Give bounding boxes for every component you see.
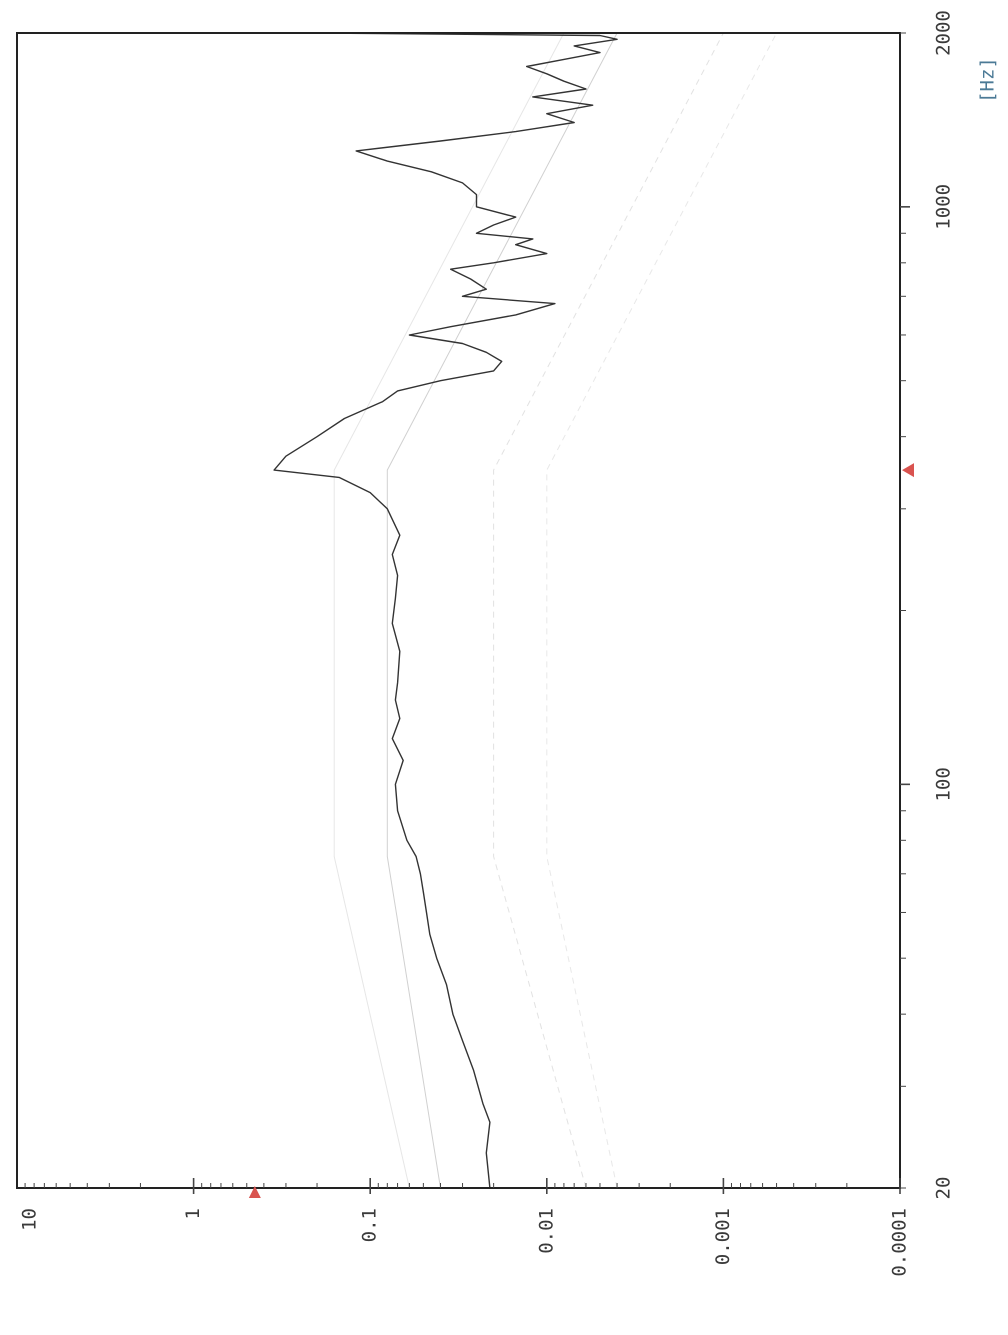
marker-triangle	[902, 463, 914, 478]
x-tick-label: 20	[933, 1177, 955, 1200]
y-tick-label: 0.0001	[889, 1208, 911, 1277]
amplitude-axis-labels: 10 1 0.1 0.01 0.001 0.0001	[19, 1208, 911, 1277]
y-tick-label: 0.1	[359, 1208, 381, 1242]
marker-layer	[248, 463, 914, 1198]
x-tick-label: 1000	[933, 184, 955, 230]
reference-line-4	[546, 32, 778, 1189]
y-tick-label: 0.01	[535, 1208, 557, 1254]
x-tick-label: 2000	[933, 10, 955, 56]
frequency-axis-labels: 20 100 1000 2000	[933, 10, 955, 1199]
frequency-unit-label: [Hz]	[977, 57, 999, 103]
plot-frame	[16, 32, 901, 1189]
y-tick-label: 1	[182, 1208, 204, 1219]
reference-lines	[333, 32, 778, 1189]
psd-curve	[273, 32, 618, 1189]
reference-line-1	[386, 32, 618, 1189]
reference-line-3	[333, 32, 565, 1189]
frequency-axis-ticks	[900, 32, 910, 1189]
y-tick-label: 10	[19, 1208, 41, 1231]
marker-triangle	[248, 1186, 261, 1198]
amplitude-axis-ticks	[24, 1178, 901, 1194]
x-tick-label: 100	[933, 767, 955, 801]
y-tick-label: 0.001	[712, 1208, 734, 1265]
reference-line-2	[493, 32, 724, 1189]
series-layer	[273, 32, 618, 1189]
